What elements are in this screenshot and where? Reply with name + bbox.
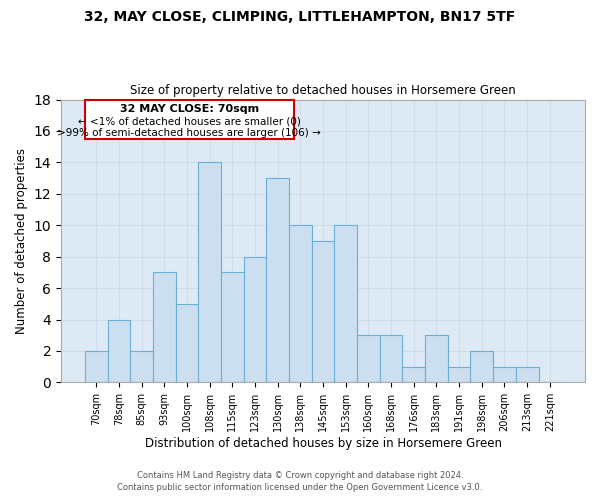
Bar — [130, 351, 153, 382]
Bar — [85, 351, 107, 382]
Text: >99% of semi-detached houses are larger (106) →: >99% of semi-detached houses are larger … — [58, 128, 321, 138]
Text: 32, MAY CLOSE, CLIMPING, LITTLEHAMPTON, BN17 5TF: 32, MAY CLOSE, CLIMPING, LITTLEHAMPTON, … — [85, 10, 515, 24]
Bar — [334, 225, 357, 382]
Bar — [357, 335, 380, 382]
Bar — [403, 366, 425, 382]
Bar — [153, 272, 176, 382]
Bar — [493, 366, 516, 382]
Bar — [311, 241, 334, 382]
Bar — [244, 256, 266, 382]
Bar — [221, 272, 244, 382]
Bar — [289, 225, 311, 382]
Bar — [380, 335, 403, 382]
Text: Contains HM Land Registry data © Crown copyright and database right 2024.
Contai: Contains HM Land Registry data © Crown c… — [118, 471, 482, 492]
Text: ← <1% of detached houses are smaller (0): ← <1% of detached houses are smaller (0) — [78, 116, 301, 126]
Title: Size of property relative to detached houses in Horsemere Green: Size of property relative to detached ho… — [130, 84, 516, 97]
Bar — [516, 366, 539, 382]
Bar — [107, 320, 130, 382]
Bar — [448, 366, 470, 382]
Bar — [425, 335, 448, 382]
X-axis label: Distribution of detached houses by size in Horsemere Green: Distribution of detached houses by size … — [145, 437, 502, 450]
Bar — [266, 178, 289, 382]
Bar — [470, 351, 493, 382]
FancyBboxPatch shape — [85, 100, 293, 139]
Bar — [198, 162, 221, 382]
Bar — [176, 304, 198, 382]
Text: 32 MAY CLOSE: 70sqm: 32 MAY CLOSE: 70sqm — [119, 104, 259, 115]
Y-axis label: Number of detached properties: Number of detached properties — [15, 148, 28, 334]
